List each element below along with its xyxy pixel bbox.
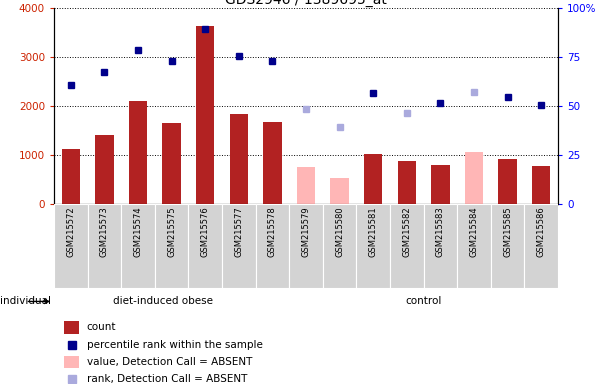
Text: GSM215580: GSM215580	[335, 206, 344, 257]
Bar	[524, 204, 558, 288]
Text: GSM215581: GSM215581	[369, 206, 378, 257]
Text: GSM215586: GSM215586	[537, 206, 546, 257]
Text: GSM215577: GSM215577	[235, 206, 244, 257]
Text: control: control	[406, 296, 442, 306]
Text: GSM215572: GSM215572	[66, 206, 76, 257]
Bar	[491, 204, 524, 288]
Bar	[532, 166, 550, 204]
Bar	[230, 114, 248, 204]
Text: GSM215578: GSM215578	[268, 206, 277, 257]
Text: count: count	[87, 322, 116, 332]
Bar	[196, 26, 214, 204]
Bar	[95, 136, 113, 204]
Bar	[364, 154, 382, 204]
Text: GSM215584: GSM215584	[470, 206, 479, 257]
Text: GSM215574: GSM215574	[133, 206, 143, 257]
Bar	[297, 167, 315, 204]
Bar	[431, 166, 449, 204]
Text: GSM215573: GSM215573	[100, 206, 109, 257]
Bar	[499, 159, 517, 204]
Bar	[129, 101, 147, 204]
Bar	[331, 178, 349, 204]
Text: GSM215583: GSM215583	[436, 206, 445, 257]
Bar	[64, 321, 79, 334]
Bar	[457, 204, 491, 288]
Text: GSM215582: GSM215582	[403, 206, 412, 257]
Text: individual: individual	[0, 296, 51, 306]
Bar	[163, 123, 181, 204]
Bar	[398, 161, 416, 204]
Bar	[54, 204, 88, 288]
Bar	[356, 204, 390, 288]
Text: GSM215576: GSM215576	[200, 206, 210, 257]
Text: rank, Detection Call = ABSENT: rank, Detection Call = ABSENT	[87, 374, 247, 384]
Text: GSM215575: GSM215575	[167, 206, 176, 257]
Text: GSM215579: GSM215579	[302, 206, 311, 257]
Text: diet-induced obese: diet-induced obese	[113, 296, 213, 306]
Bar	[256, 204, 289, 288]
Bar	[188, 204, 222, 288]
Title: GDS2946 / 1389695_at: GDS2946 / 1389695_at	[225, 0, 387, 7]
Bar	[323, 204, 356, 288]
Text: percentile rank within the sample: percentile rank within the sample	[87, 339, 263, 349]
Bar	[62, 149, 80, 204]
Bar	[465, 152, 483, 204]
Bar	[390, 204, 424, 288]
Bar	[289, 204, 323, 288]
Text: value, Detection Call = ABSENT: value, Detection Call = ABSENT	[87, 357, 252, 367]
Bar	[424, 204, 457, 288]
Bar	[64, 356, 79, 368]
Bar	[222, 204, 256, 288]
Bar	[88, 204, 121, 288]
Text: GSM215585: GSM215585	[503, 206, 512, 257]
Bar	[121, 204, 155, 288]
Bar	[155, 204, 188, 288]
Bar	[263, 122, 281, 204]
